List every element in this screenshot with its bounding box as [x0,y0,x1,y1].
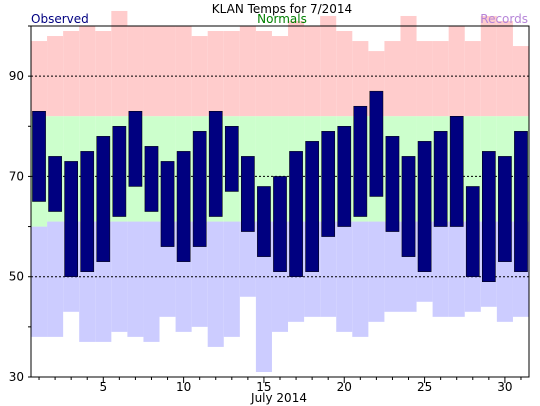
record-low-range-day-12 [207,221,224,347]
record-high-range-day-25 [416,41,433,117]
record-high-range-day-4 [79,26,96,117]
x-tick-label-25: 25 [417,380,432,394]
y-axis-ticks: 30 50 70 90 [9,25,31,384]
legend-records: Records [480,12,528,26]
record-low-range-day-19 [320,221,337,317]
observed-bar-day-31 [514,131,528,272]
x-tick-label-20: 20 [337,380,352,394]
record-high-range-day-23 [384,41,401,117]
record-low-range-day-27 [448,221,465,317]
record-high-range-day-1 [31,41,48,117]
observed-bar-day-25 [417,141,432,272]
record-high-range-day-5 [95,31,112,117]
record-high-range-day-13 [223,31,240,117]
observed-bar-day-29 [482,151,496,282]
record-high-range-day-17 [288,20,305,117]
y-tick-label-70: 70 [9,169,24,183]
record-high-range-day-18 [304,26,321,117]
observed-temperature-bars [32,90,528,282]
observed-bar-day-8 [144,146,159,212]
x-tick-label-5: 5 [99,380,107,394]
record-high-range-day-30 [496,20,513,117]
observed-bar-day-6 [112,126,127,217]
observed-bar-day-23 [385,136,400,232]
observed-bar-day-21 [353,105,368,217]
observed-bar-day-12 [208,110,223,217]
y-tick-label-30: 30 [9,370,24,384]
record-low-range-day-14 [239,221,256,297]
observed-bar-day-15 [257,186,271,257]
observed-bar-day-20 [337,126,352,227]
record-high-range-day-31 [512,46,529,117]
observed-bar-day-10 [176,151,191,262]
x-tick-label-15: 15 [256,380,271,394]
x-axis-label: July 2014 [250,391,307,405]
record-high-range-day-15 [255,31,272,117]
observed-bar-day-24 [401,156,416,257]
observed-bar-day-14 [241,156,255,232]
record-high-range-day-19 [320,15,337,117]
record-high-range-day-28 [464,41,481,117]
record-low-range-day-15 [255,221,272,372]
record-low-range-day-13 [223,221,240,337]
observed-bar-day-22 [369,90,384,197]
record-high-range-day-20 [336,31,353,117]
record-high-range-day-26 [432,41,449,117]
x-tick-label-10: 10 [176,380,191,394]
record-low-range-day-7 [127,221,144,337]
record-low-range-day-21 [352,221,369,337]
observed-bar-day-30 [498,156,512,262]
record-high-range-day-27 [448,26,465,117]
record-high-range-day-3 [63,31,80,117]
record-low-range-day-26 [432,221,449,317]
observed-bar-day-7 [128,110,143,187]
record-low-range-day-2 [47,221,64,337]
record-high-range-day-9 [159,26,176,117]
record-high-range-day-12 [207,31,224,117]
record-high-range-day-7 [127,26,144,117]
record-high-range-day-10 [175,26,192,117]
observed-bar-day-26 [433,131,448,227]
observed-bar-day-16 [273,176,287,272]
record-low-range-day-22 [368,221,385,322]
observed-bar-day-17 [289,151,303,277]
record-low-range-day-1 [31,226,48,337]
record-low-range-day-11 [191,221,208,327]
record-low-range-day-23 [384,221,401,312]
record-low-range-day-8 [143,221,160,342]
observed-bar-day-9 [160,161,175,247]
observed-bar-day-4 [80,151,95,272]
observed-bar-day-19 [321,131,336,237]
observed-bar-day-2 [48,156,62,212]
record-high-range-day-8 [143,26,160,117]
record-high-range-day-6 [111,10,128,117]
record-high-range-day-21 [352,41,369,117]
observed-bar-day-28 [465,186,480,277]
x-axis-ticks: 5 10 15 20 25 30 [38,377,522,394]
legend-observed: Observed [31,12,89,26]
y-tick-label-90: 90 [9,69,24,83]
y-tick-label-50: 50 [9,270,24,284]
record-high-range-day-24 [400,15,417,117]
record-high-range-day-14 [239,26,256,117]
observed-bar-day-13 [224,126,239,192]
observed-bar-day-3 [64,161,78,277]
observed-bar-day-5 [96,136,111,262]
observed-bar-day-1 [32,110,46,202]
chart-title: KLAN Temps for 7/2014 [212,2,352,16]
record-high-range-day-29 [480,15,497,117]
observed-bar-day-11 [192,131,207,247]
legend-normals: Normals [257,12,307,26]
x-tick-label-30: 30 [497,380,512,394]
observed-bar-day-18 [305,141,319,272]
observed-bar-day-27 [449,116,464,227]
